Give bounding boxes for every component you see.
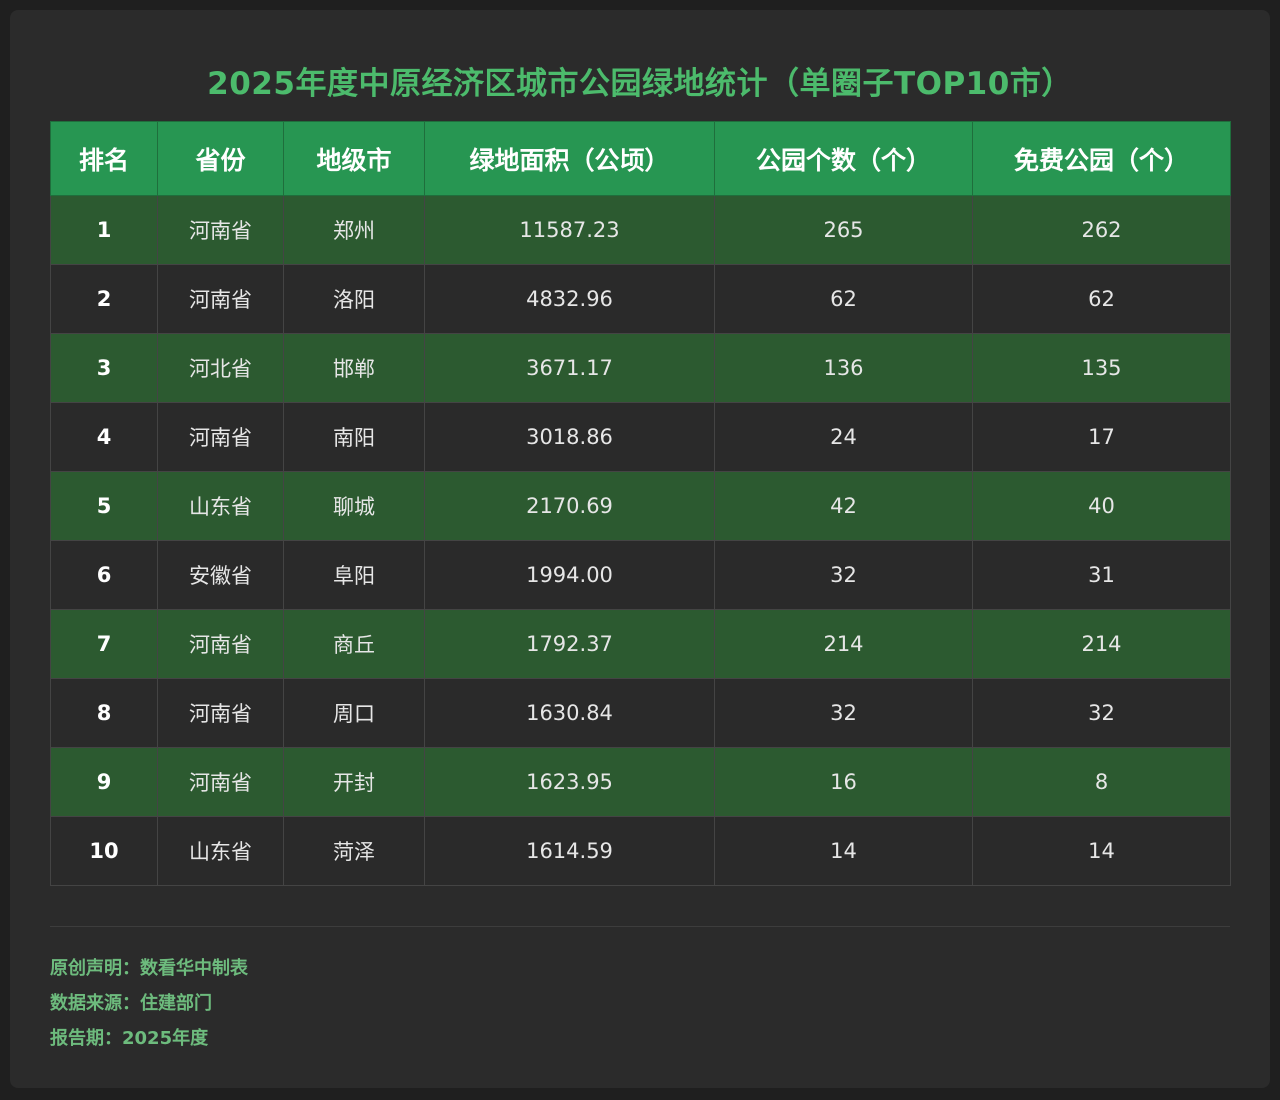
cell-rank: 5 [50, 471, 158, 541]
table-row: 10 山东省 菏泽 1614.59 14 14 [50, 816, 1231, 886]
footer-divider [50, 926, 1230, 927]
cell-city: 商丘 [283, 609, 425, 679]
statistics-panel: 2025年度中原经济区城市公园绿地统计（单圈子TOP10市） 排名 省份 地级市… [10, 10, 1270, 1088]
table-row: 8 河南省 周口 1630.84 32 32 [50, 678, 1231, 748]
table-row: 3 河北省 邯郸 3671.17 136 135 [50, 333, 1231, 403]
cell-rank: 2 [50, 264, 158, 334]
cell-park-count: 265 [714, 195, 973, 265]
cell-city: 郑州 [283, 195, 425, 265]
cell-free-park-count: 40 [972, 471, 1231, 541]
cell-park-count: 32 [714, 678, 973, 748]
cell-park-count: 14 [714, 816, 973, 886]
page-title: 2025年度中原经济区城市公园绿地统计（单圈子TOP10市） [207, 66, 1073, 102]
cell-park-count: 16 [714, 747, 973, 817]
cell-free-park-count: 17 [972, 402, 1231, 472]
cell-free-park-count: 135 [972, 333, 1231, 403]
cell-city: 开封 [283, 747, 425, 817]
cell-park-count: 24 [714, 402, 973, 472]
cell-park-count: 42 [714, 471, 973, 541]
cell-city: 周口 [283, 678, 425, 748]
table-header-row: 排名 省份 地级市 绿地面积（公顷） 公园个数（个） 免费公园（个） [50, 121, 1231, 196]
table-row: 9 河南省 开封 1623.95 16 8 [50, 747, 1231, 817]
cell-rank: 10 [50, 816, 158, 886]
cell-green-area: 1994.00 [424, 540, 715, 610]
cell-province: 河南省 [157, 747, 284, 817]
cell-green-area: 1623.95 [424, 747, 715, 817]
cell-city: 南阳 [283, 402, 425, 472]
cell-rank: 6 [50, 540, 158, 610]
header-city: 地级市 [283, 121, 425, 196]
cell-city: 聊城 [283, 471, 425, 541]
cell-rank: 7 [50, 609, 158, 679]
header-free-park-count: 免费公园（个） [972, 121, 1231, 196]
cell-park-count: 214 [714, 609, 973, 679]
cell-city: 阜阳 [283, 540, 425, 610]
cell-green-area: 3018.86 [424, 402, 715, 472]
cell-free-park-count: 62 [972, 264, 1231, 334]
cell-green-area: 2170.69 [424, 471, 715, 541]
footer-data-source: 数据来源：住建部门 [50, 993, 212, 1014]
table-row: 6 安徽省 阜阳 1994.00 32 31 [50, 540, 1231, 610]
footer-original-statement: 原创声明：数看华中制表 [50, 958, 248, 979]
header-rank: 排名 [50, 121, 158, 196]
table-row: 4 河南省 南阳 3018.86 24 17 [50, 402, 1231, 472]
cell-rank: 8 [50, 678, 158, 748]
cell-province: 山东省 [157, 471, 284, 541]
cell-province: 安徽省 [157, 540, 284, 610]
header-province: 省份 [157, 121, 284, 196]
cell-province: 河南省 [157, 264, 284, 334]
cell-green-area: 1614.59 [424, 816, 715, 886]
header-park-count: 公园个数（个） [714, 121, 973, 196]
cell-province: 河南省 [157, 609, 284, 679]
cell-rank: 9 [50, 747, 158, 817]
footer-report-period: 报告期：2025年度 [50, 1028, 209, 1049]
cell-green-area: 3671.17 [424, 333, 715, 403]
cell-province: 河南省 [157, 678, 284, 748]
cell-rank: 4 [50, 402, 158, 472]
cell-park-count: 62 [714, 264, 973, 334]
cell-green-area: 11587.23 [424, 195, 715, 265]
cell-free-park-count: 8 [972, 747, 1231, 817]
cell-free-park-count: 262 [972, 195, 1231, 265]
cell-park-count: 32 [714, 540, 973, 610]
cell-city: 菏泽 [283, 816, 425, 886]
cell-free-park-count: 14 [972, 816, 1231, 886]
green-space-table: 排名 省份 地级市 绿地面积（公顷） 公园个数（个） 免费公园（个） 1 河南省… [50, 121, 1231, 886]
header-green-area: 绿地面积（公顷） [424, 121, 715, 196]
cell-city: 洛阳 [283, 264, 425, 334]
cell-park-count: 136 [714, 333, 973, 403]
table-row: 7 河南省 商丘 1792.37 214 214 [50, 609, 1231, 679]
table-row: 5 山东省 聊城 2170.69 42 40 [50, 471, 1231, 541]
cell-city: 邯郸 [283, 333, 425, 403]
cell-province: 河北省 [157, 333, 284, 403]
cell-free-park-count: 32 [972, 678, 1231, 748]
cell-green-area: 1792.37 [424, 609, 715, 679]
cell-province: 河南省 [157, 402, 284, 472]
cell-province: 河南省 [157, 195, 284, 265]
cell-green-area: 4832.96 [424, 264, 715, 334]
table-row: 1 河南省 郑州 11587.23 265 262 [50, 195, 1231, 265]
cell-rank: 3 [50, 333, 158, 403]
cell-free-park-count: 214 [972, 609, 1231, 679]
table-row: 2 河南省 洛阳 4832.96 62 62 [50, 264, 1231, 334]
cell-green-area: 1630.84 [424, 678, 715, 748]
cell-province: 山东省 [157, 816, 284, 886]
cell-rank: 1 [50, 195, 158, 265]
cell-free-park-count: 31 [972, 540, 1231, 610]
